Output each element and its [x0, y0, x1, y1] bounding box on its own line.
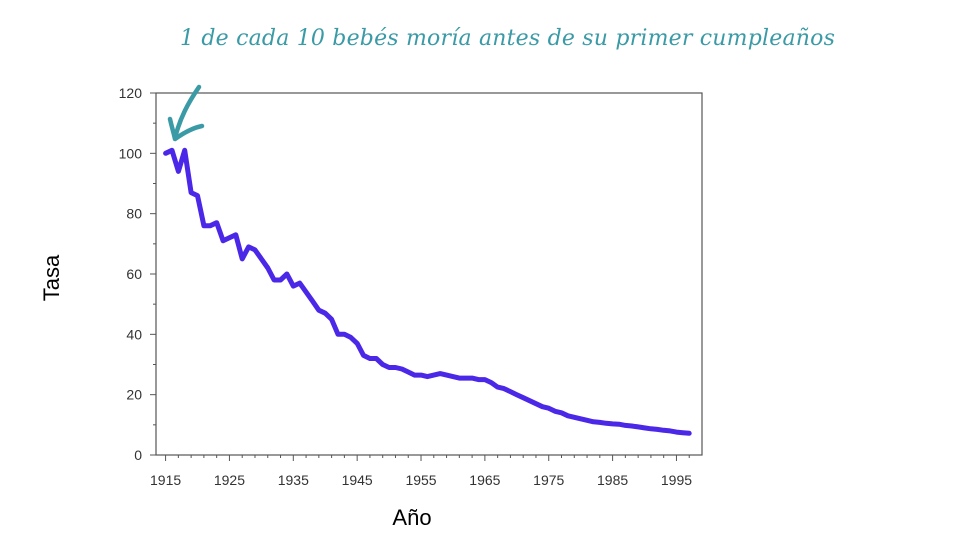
x-tick-label: 1945 — [342, 472, 373, 488]
x-tick-label: 1965 — [469, 472, 500, 488]
axes — [155, 92, 703, 456]
x-tick-label: 1925 — [214, 472, 245, 488]
y-axis-label: Tasa — [39, 254, 64, 302]
y-tick-label: 100 — [119, 145, 143, 161]
annotation-arrow-icon — [167, 84, 205, 142]
series-line — [163, 147, 692, 436]
arrow-shaft — [172, 84, 202, 141]
y-axis-ticks: 0 20 40 60 80 100 120 — [119, 85, 156, 463]
x-tick-label: 1955 — [405, 472, 436, 488]
y-tick-label: 120 — [119, 85, 143, 101]
x-axis-ticks: 1915 1925 1935 1945 1955 1965 1975 1985 1995 — [150, 455, 692, 488]
y-tick-label: 40 — [126, 326, 142, 342]
x-tick-label: 1935 — [278, 472, 309, 488]
arrow-head — [167, 116, 205, 142]
y-tick-label: 60 — [126, 266, 142, 282]
series-group — [163, 147, 692, 436]
x-tick-label: 1995 — [661, 472, 692, 488]
plot-frame — [155, 92, 703, 456]
x-tick-label: 1975 — [533, 472, 564, 488]
annotation-text: 1 de cada 10 bebés moría antes de su pri… — [180, 26, 836, 51]
y-tick-label: 0 — [134, 447, 142, 463]
x-tick-label: 1915 — [150, 472, 181, 488]
y-tick-label: 80 — [126, 206, 142, 222]
x-axis-label: Año — [392, 505, 432, 530]
y-tick-label: 20 — [126, 387, 142, 403]
x-tick-label: 1985 — [597, 472, 628, 488]
